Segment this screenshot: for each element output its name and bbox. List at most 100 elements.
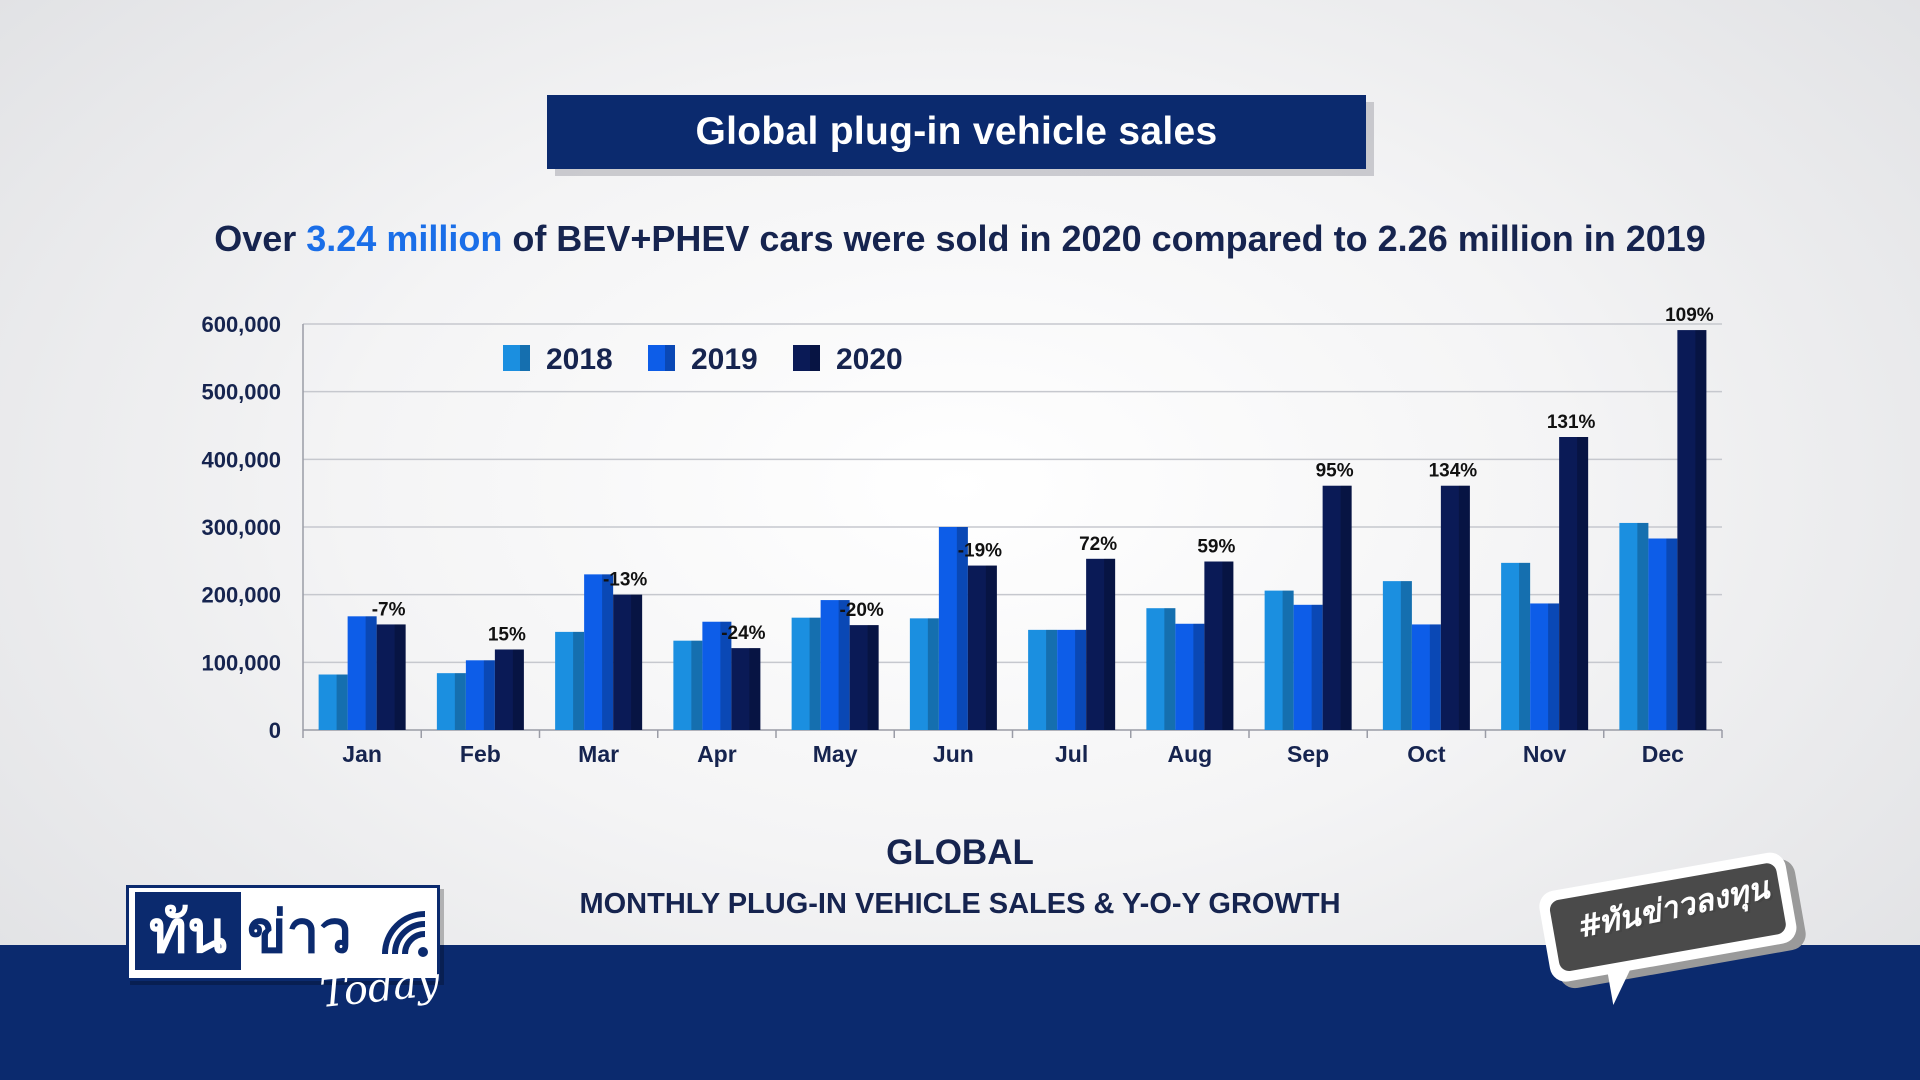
x-tick-label: Feb xyxy=(460,741,501,767)
y-tick-label: 0 xyxy=(269,718,281,743)
growth-label-jul: 72% xyxy=(1079,534,1117,555)
logo-part-2: ข่าว xyxy=(247,897,352,966)
x-tick-label: Mar xyxy=(578,741,619,767)
bar-shade xyxy=(1548,603,1560,730)
x-tick-label: Nov xyxy=(1523,741,1567,767)
bar-shade xyxy=(1340,485,1352,730)
bar-shade xyxy=(454,673,466,730)
growth-label-feb: 15% xyxy=(488,624,526,645)
bar-2018-jan xyxy=(318,674,348,730)
bar-2018-oct xyxy=(1382,581,1412,730)
bar-2020-jun xyxy=(967,565,997,730)
x-tick-label: Jun xyxy=(933,741,974,767)
bar-shade xyxy=(1400,581,1412,730)
growth-label-may: -20% xyxy=(839,600,883,621)
bar-2020-may xyxy=(849,625,879,730)
bar-shade xyxy=(336,674,348,730)
brand-logo: ทัน ข่าว xyxy=(126,885,440,981)
bar-shade xyxy=(1429,624,1441,730)
bar-2020-mar xyxy=(613,594,643,730)
bar-2019-jul xyxy=(1057,629,1087,730)
bar-2019-may xyxy=(820,600,850,730)
y-tick-label: 100,000 xyxy=(201,650,281,675)
bar-2018-jun xyxy=(909,618,939,730)
y-tick-label: 400,000 xyxy=(201,447,281,472)
x-tick-label: Aug xyxy=(1168,741,1213,767)
x-tick-label: Dec xyxy=(1642,741,1684,767)
bar-2019-oct xyxy=(1411,624,1441,730)
bar-shade xyxy=(1458,485,1470,730)
growth-label-mar: -13% xyxy=(603,570,647,591)
growth-label-jun: -19% xyxy=(958,541,1002,562)
bar-2019-jun xyxy=(938,527,968,730)
legend-label-2018: 2018 xyxy=(546,343,613,376)
y-tick-label: 500,000 xyxy=(201,380,281,405)
bar-2020-feb xyxy=(494,649,524,730)
legend-swatch-shade xyxy=(520,345,530,371)
bar-2018-mar xyxy=(555,631,585,730)
bar-2018-may xyxy=(791,617,821,730)
bar-shade xyxy=(512,649,524,730)
y-tick-label: 300,000 xyxy=(201,515,281,540)
bar-shade xyxy=(1046,629,1058,730)
bar-shade xyxy=(1519,562,1531,730)
bar-2019-apr xyxy=(702,621,732,730)
x-tick-label: Sep xyxy=(1287,741,1329,767)
y-tick-label: 600,000 xyxy=(201,312,281,337)
growth-label-sep: 95% xyxy=(1316,461,1354,482)
bar-2018-sep xyxy=(1264,590,1294,730)
bar-shade xyxy=(749,648,761,730)
bar-2018-aug xyxy=(1146,608,1176,730)
bar-2019-feb xyxy=(465,660,495,730)
x-tick-label: Oct xyxy=(1407,741,1446,767)
bar-shade xyxy=(1075,629,1087,730)
logo-part-1: ทัน xyxy=(135,892,241,970)
bar-shade xyxy=(365,616,377,730)
growth-label-apr: -24% xyxy=(721,623,765,644)
bar-shade xyxy=(1222,561,1234,730)
bar-2018-dec xyxy=(1619,522,1649,730)
bar-2018-jul xyxy=(1028,629,1058,730)
speech-bubble-icon xyxy=(1539,852,1806,1005)
legend-swatch-2018 xyxy=(503,345,530,371)
legend-swatch-2020 xyxy=(793,345,820,371)
bar-2018-feb xyxy=(436,673,466,730)
chart-title-banner: Global plug-in vehicle sales xyxy=(547,95,1366,169)
growth-label-jan: -7% xyxy=(372,599,406,620)
caption-global: GLOBAL xyxy=(886,833,1034,872)
legend-swatch-shade xyxy=(810,345,820,371)
bar-shade xyxy=(1193,623,1205,730)
bar-shade xyxy=(631,594,643,730)
bar-shade xyxy=(838,600,850,730)
bar-2020-dec xyxy=(1677,330,1707,730)
bar-shade xyxy=(867,625,879,730)
bar-shade xyxy=(927,618,939,730)
bar-shade xyxy=(1164,608,1176,730)
bar-2018-apr xyxy=(673,640,703,730)
bar-shade xyxy=(691,640,703,730)
bar-shade xyxy=(1282,590,1294,730)
bar-shade xyxy=(394,624,406,730)
legend-swatch-2019 xyxy=(648,345,675,371)
legend-label-2019: 2019 xyxy=(691,343,758,376)
growth-label-oct: 134% xyxy=(1429,461,1478,482)
legend-label-2020: 2020 xyxy=(836,343,903,376)
bar-2019-dec xyxy=(1648,538,1678,730)
bar-shade xyxy=(1311,604,1323,730)
bar-2020-aug xyxy=(1204,561,1234,730)
subtitle-prefix: Over xyxy=(214,218,307,259)
bar-shade xyxy=(573,631,585,730)
legend-swatch-shade xyxy=(665,345,675,371)
bar-2019-jan xyxy=(347,616,377,730)
x-tick-label: Jan xyxy=(342,741,382,767)
x-tick-label: May xyxy=(813,741,858,767)
bar-shade xyxy=(1666,538,1678,730)
bar-2019-aug xyxy=(1175,623,1205,730)
bar-shade xyxy=(985,565,997,730)
growth-label-nov: 131% xyxy=(1547,412,1596,433)
y-tick-label: 200,000 xyxy=(201,583,281,608)
bar-shade xyxy=(483,660,495,730)
bar-2020-nov xyxy=(1559,437,1589,730)
bar-shade xyxy=(720,621,732,730)
growth-label-dec: 109% xyxy=(1665,305,1714,326)
